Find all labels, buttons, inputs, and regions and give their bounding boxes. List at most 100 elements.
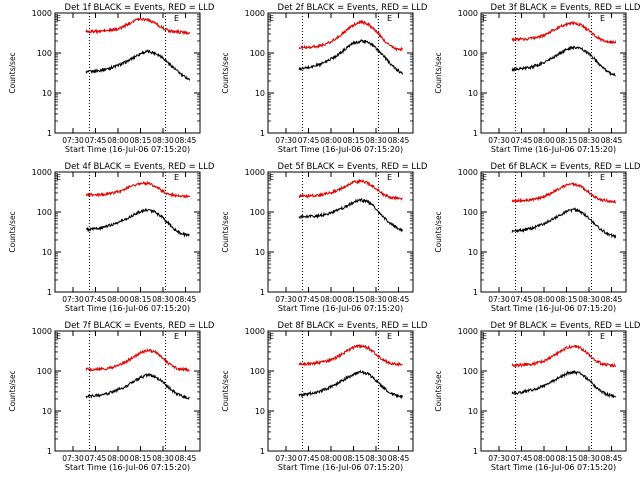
plot-frame bbox=[54, 171, 201, 293]
x-tick-label: 08:30 bbox=[578, 454, 600, 463]
x-tick-label: 08:45 bbox=[175, 136, 197, 145]
y-tick-label: 1000 bbox=[245, 168, 265, 177]
x-tick-label: 07:45 bbox=[298, 136, 320, 145]
x-axis-title: Start Time (16-Jul-06 07:15:20) bbox=[491, 145, 616, 154]
events-series-line bbox=[511, 207, 617, 240]
x-tick-label: 07:45 bbox=[511, 295, 533, 304]
x-tick-label: 08:30 bbox=[152, 136, 174, 145]
y-tick-label: 100 bbox=[463, 49, 478, 58]
panel-title: Det 7f BLACK = Events, RED = LLD bbox=[65, 321, 215, 331]
y-tick-label: 10 bbox=[468, 407, 478, 416]
x-tick-label: 08:00 bbox=[320, 454, 342, 463]
y-tick-label: 1 bbox=[473, 129, 478, 138]
corner-label: E bbox=[387, 332, 392, 341]
x-tick-label: 08:45 bbox=[388, 295, 410, 304]
events-series-line bbox=[85, 372, 190, 401]
x-tick-label: 07:30 bbox=[62, 295, 84, 304]
x-axis-title: Start Time (16-Jul-06 07:15:20) bbox=[65, 145, 190, 154]
corner-label: E bbox=[56, 14, 61, 23]
x-axis-title: Start Time (16-Jul-06 07:15:20) bbox=[278, 463, 403, 472]
x-axis-title: Start Time (16-Jul-06 07:15:20) bbox=[278, 145, 403, 154]
y-tick-label: 10 bbox=[468, 89, 478, 98]
panel-title: Det 1f BLACK = Events, RED = LLD bbox=[65, 3, 215, 13]
y-tick-label: 100 bbox=[37, 49, 52, 58]
plot-frame bbox=[54, 12, 201, 134]
x-tick-label: 08:00 bbox=[533, 295, 555, 304]
corner-label: E bbox=[482, 332, 487, 341]
y-tick-label: 1 bbox=[47, 129, 52, 138]
x-tick-label: 08:30 bbox=[365, 295, 387, 304]
x-tick-label: 07:30 bbox=[62, 136, 84, 145]
panel-title: Det 2f BLACK = Events, RED = LLD bbox=[278, 3, 428, 13]
y-tick-label: 1 bbox=[473, 288, 478, 297]
y-tick-label: 1000 bbox=[245, 9, 265, 18]
x-axis-title: Start Time (16-Jul-06 07:15:20) bbox=[65, 304, 190, 313]
corner-label: E bbox=[174, 14, 179, 23]
lld-series-line bbox=[511, 20, 617, 45]
x-tick-label: 07:30 bbox=[275, 136, 297, 145]
events-series-line bbox=[85, 49, 191, 82]
y-tick-label: 1000 bbox=[458, 9, 478, 18]
y-tick-label: 100 bbox=[37, 367, 52, 376]
corner-label: E bbox=[269, 14, 274, 23]
y-tick-label: 1 bbox=[260, 447, 265, 456]
y-tick-label: 100 bbox=[463, 208, 478, 217]
y-tick-label: 1000 bbox=[458, 168, 478, 177]
x-tick-label: 08:00 bbox=[320, 295, 342, 304]
x-tick-label: 08:15 bbox=[556, 295, 578, 304]
x-tick-label: 07:45 bbox=[85, 295, 107, 304]
plot-frame bbox=[267, 330, 414, 452]
y-tick-label: 1000 bbox=[32, 168, 52, 177]
corner-label: E bbox=[56, 173, 61, 182]
x-tick-label: 08:15 bbox=[130, 136, 152, 145]
x-tick-label: 08:30 bbox=[152, 454, 174, 463]
y-tick-label: 100 bbox=[463, 367, 478, 376]
lld-series-line bbox=[85, 180, 191, 199]
lld-series-line bbox=[298, 343, 403, 367]
x-tick-label: 07:30 bbox=[488, 295, 510, 304]
y-tick-label: 100 bbox=[37, 208, 52, 217]
corner-label: E bbox=[482, 173, 487, 182]
y-tick-label: 100 bbox=[250, 367, 265, 376]
corner-label: E bbox=[600, 14, 605, 23]
x-tick-label: 08:45 bbox=[388, 136, 410, 145]
x-tick-label: 08:15 bbox=[343, 295, 365, 304]
lld-series-line bbox=[511, 344, 617, 369]
x-tick-label: 08:15 bbox=[556, 136, 578, 145]
panel-title: Det 4f BLACK = Events, RED = LLD bbox=[65, 162, 215, 172]
y-tick-label: 1 bbox=[47, 288, 52, 297]
lld-series-line bbox=[298, 178, 403, 201]
y-tick-label: 10 bbox=[255, 89, 265, 98]
plot-frame bbox=[267, 12, 414, 134]
x-tick-label: 08:30 bbox=[365, 454, 387, 463]
y-tick-label: 1 bbox=[473, 447, 478, 456]
x-tick-label: 08:15 bbox=[343, 136, 365, 145]
x-tick-label: 08:45 bbox=[175, 454, 197, 463]
lld-series-line bbox=[511, 181, 617, 204]
corner-label: E bbox=[174, 332, 179, 341]
x-tick-label: 08:45 bbox=[601, 136, 623, 145]
y-axis-title: Counts/sec bbox=[221, 52, 230, 93]
y-tick-label: 10 bbox=[42, 248, 52, 257]
corner-label: E bbox=[56, 332, 61, 341]
x-axis-title: Start Time (16-Jul-06 07:15:20) bbox=[491, 304, 616, 313]
corner-label: E bbox=[269, 332, 274, 341]
x-tick-label: 08:15 bbox=[556, 454, 578, 463]
y-axis-title: Counts/sec bbox=[434, 52, 443, 93]
y-tick-label: 100 bbox=[250, 49, 265, 58]
x-tick-label: 08:15 bbox=[130, 454, 152, 463]
x-tick-label: 07:45 bbox=[298, 295, 320, 304]
x-axis-title: Start Time (16-Jul-06 07:15:20) bbox=[278, 304, 403, 313]
x-tick-label: 07:30 bbox=[62, 454, 84, 463]
corner-label: E bbox=[174, 173, 179, 182]
x-tick-label: 08:45 bbox=[175, 295, 197, 304]
events-series-line bbox=[298, 198, 403, 233]
x-tick-label: 07:30 bbox=[488, 136, 510, 145]
